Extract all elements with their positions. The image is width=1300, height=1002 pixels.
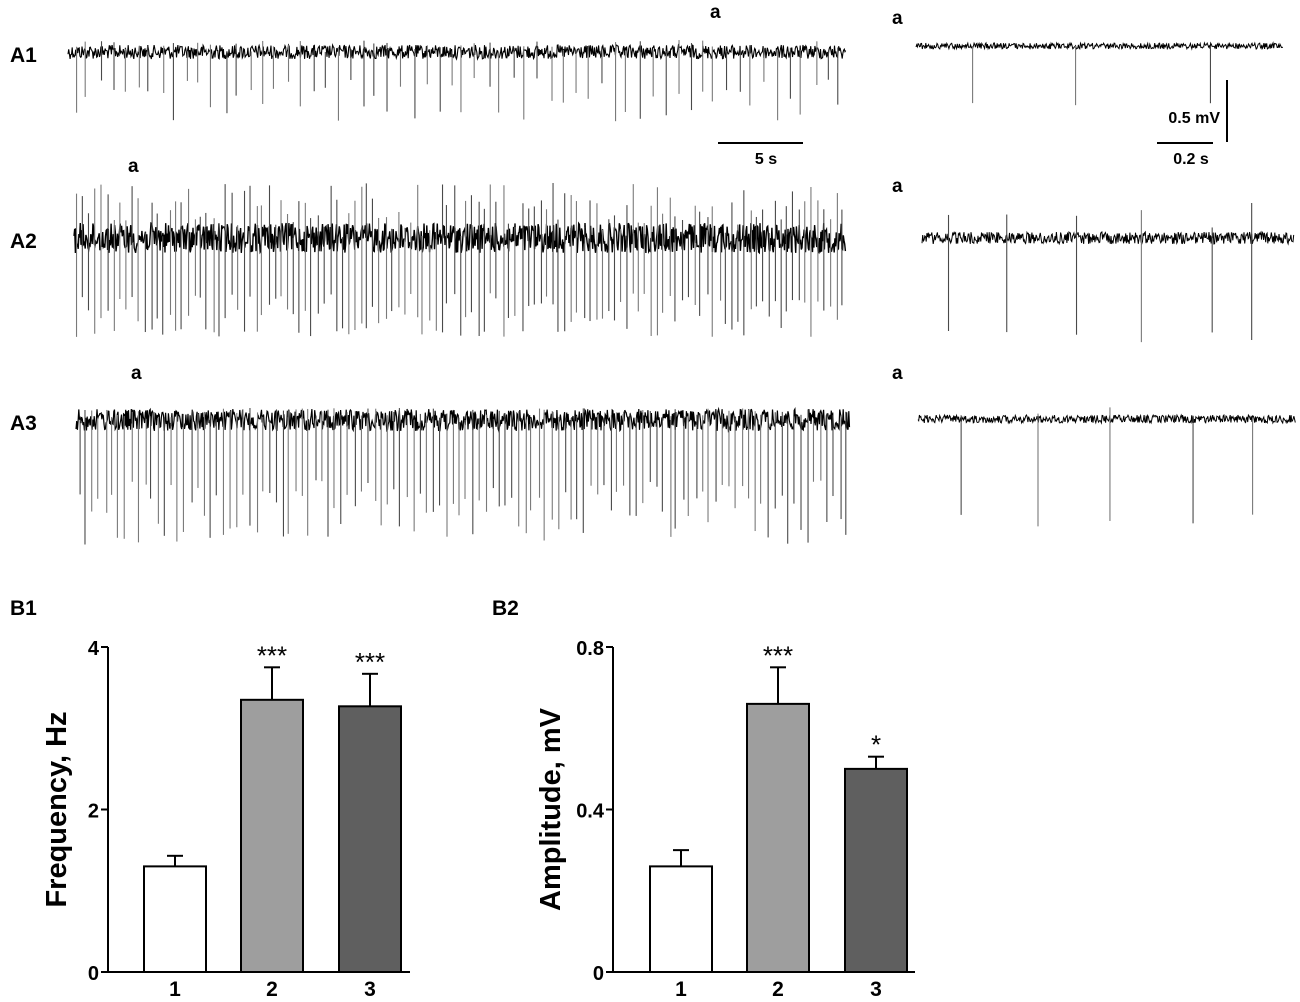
trace-baseline — [73, 221, 847, 255]
trace-label-a3: A3 — [10, 412, 37, 435]
bar-chart-b2: 0 0.4 0.8 Amplitude, mV 1 2 *** 3 * — [535, 638, 915, 1001]
y-axis-label: Frequency, Hz — [41, 711, 73, 907]
x-tick-label: 2 — [266, 978, 278, 1001]
inset-marker-a2: a — [892, 176, 903, 197]
trace-marker-a3: a — [131, 363, 142, 384]
trace-baseline — [67, 43, 847, 61]
trace-a3 — [75, 406, 851, 545]
y-axis-label: Amplitude, mV — [535, 707, 567, 911]
trace-baseline — [915, 41, 1284, 51]
chart-label-b1: B1 — [10, 597, 37, 620]
trace-a1 — [67, 40, 847, 122]
bar-chart-b1: 0 2 4 Frequency, Hz 1 2 *** 3 *** — [41, 638, 410, 1001]
inset-marker-a3: a — [892, 363, 903, 384]
significance-marker: *** — [257, 640, 287, 670]
inset-trace-a2 — [921, 203, 1295, 343]
bar-1 — [143, 865, 207, 973]
trace-baseline — [921, 230, 1295, 246]
significance-marker: *** — [355, 647, 385, 677]
chart-label-b2: B2 — [492, 597, 519, 620]
bar-3 — [338, 705, 402, 973]
trace-marker-a1: a — [710, 2, 721, 23]
trace-label-a2: A2 — [10, 230, 37, 253]
x-tick-label: 3 — [870, 978, 882, 1001]
inset-trace-a3 — [917, 407, 1296, 527]
y-tick-label: 0.8 — [576, 638, 604, 660]
scale-label-time-short: 0.2 s — [1173, 151, 1209, 168]
bar-2 — [240, 698, 304, 973]
significance-marker: *** — [763, 640, 793, 670]
y-tick-label: 0 — [593, 963, 604, 985]
x-tick-label: 1 — [169, 978, 181, 1001]
y-tick-label: 0 — [88, 963, 99, 985]
y-tick-label: 0.4 — [576, 801, 605, 823]
significance-marker: * — [871, 730, 881, 760]
bar-1 — [649, 865, 713, 973]
x-tick-label: 3 — [364, 978, 376, 1001]
bar-3 — [844, 767, 908, 973]
trace-a2 — [73, 183, 847, 337]
bar-2 — [746, 702, 810, 973]
scale-label-voltage: 0.5 mV — [1168, 110, 1220, 127]
x-tick-label: 1 — [675, 978, 687, 1001]
scale-label-time-long: 5 s — [755, 151, 777, 168]
inset-marker-a1: a — [892, 8, 903, 29]
y-tick-label: 2 — [88, 801, 99, 823]
x-tick-label: 2 — [772, 978, 784, 1001]
trace-marker-a2: a — [128, 156, 139, 177]
trace-baseline — [917, 413, 1296, 425]
inset-trace-a1 — [915, 41, 1284, 106]
y-tick-label: 4 — [88, 638, 100, 660]
trace-label-a1: A1 — [10, 44, 37, 67]
